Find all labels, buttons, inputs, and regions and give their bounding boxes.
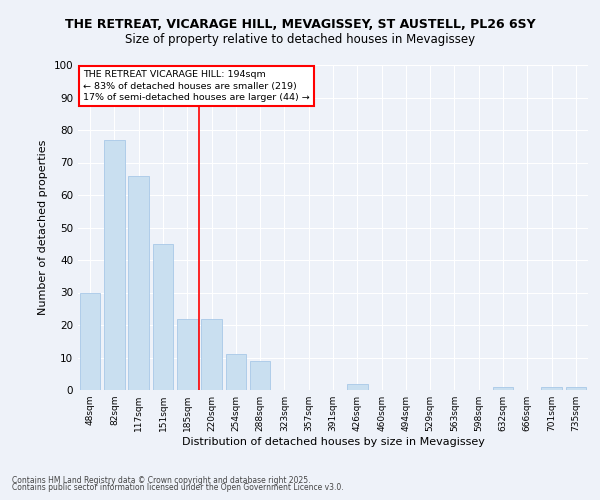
Y-axis label: Number of detached properties: Number of detached properties [38,140,48,315]
Bar [80,292,100,390]
Bar [177,318,197,390]
Bar [152,244,173,390]
Bar [226,354,246,390]
Bar [347,384,368,390]
Text: THE RETREAT VICARAGE HILL: 194sqm
← 83% of detached houses are smaller (219)
17%: THE RETREAT VICARAGE HILL: 194sqm ← 83% … [83,70,310,102]
Text: THE RETREAT, VICARAGE HILL, MEVAGISSEY, ST AUSTELL, PL26 6SY: THE RETREAT, VICARAGE HILL, MEVAGISSEY, … [65,18,535,30]
Text: Contains HM Land Registry data © Crown copyright and database right 2025.: Contains HM Land Registry data © Crown c… [12,476,311,485]
Text: Size of property relative to detached houses in Mevagissey: Size of property relative to detached ho… [125,32,475,46]
Bar [566,387,586,390]
Bar [201,318,222,390]
X-axis label: Distribution of detached houses by size in Mevagissey: Distribution of detached houses by size … [182,437,484,447]
Bar [493,387,514,390]
Bar [250,361,271,390]
Text: Contains public sector information licensed under the Open Government Licence v3: Contains public sector information licen… [12,484,344,492]
Bar [541,387,562,390]
Bar [128,176,149,390]
Bar [104,140,125,390]
